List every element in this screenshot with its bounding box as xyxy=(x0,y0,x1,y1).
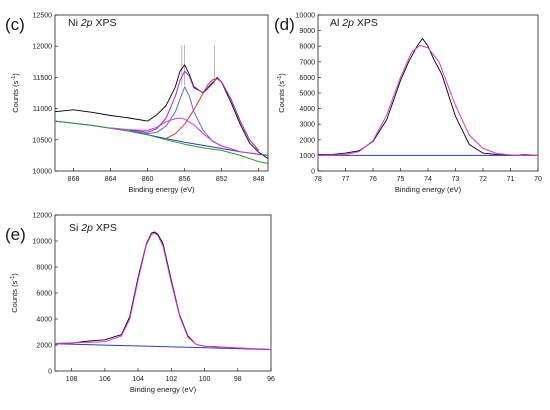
y-tick-label: 0 xyxy=(48,369,52,376)
x-tick-label: 75 xyxy=(397,176,405,183)
series-line-fit-envelope-2 xyxy=(55,232,271,350)
series-line-fit-component-4 xyxy=(110,117,259,155)
x-tick-label: 106 xyxy=(99,376,111,383)
y-tick-label: 8000 xyxy=(299,44,315,51)
y-tick-label: 2000 xyxy=(36,343,52,350)
x-tick-label: 108 xyxy=(66,376,78,383)
y-tick-label: 4000 xyxy=(299,106,315,113)
x-axis-label: Binding energy (eV) xyxy=(395,185,462,194)
x-tick-label: 102 xyxy=(165,376,177,383)
series-group xyxy=(318,37,538,156)
panel-label: (d) xyxy=(274,15,295,34)
series-line-fit-envelope-6 xyxy=(129,70,260,151)
y-tick-label: 10000 xyxy=(33,239,53,246)
y-tick-label: 8000 xyxy=(36,265,52,272)
x-tick-label: 71 xyxy=(507,176,515,183)
x-axis-label: Binding energy (eV) xyxy=(128,185,195,194)
y-tick-label: 7000 xyxy=(299,59,315,66)
x-tick-label: 73 xyxy=(452,176,460,183)
x-tick-label: 96 xyxy=(267,376,275,383)
panel-label: (e) xyxy=(5,225,26,244)
x-tick-label: 70 xyxy=(534,176,542,183)
series-line-measured-0 xyxy=(55,64,268,159)
x-tick-label: 74 xyxy=(424,176,432,183)
panel-title: Ni 2p XPS xyxy=(68,17,116,29)
y-tick-label: 12000 xyxy=(33,213,53,220)
panel-label: (c) xyxy=(5,15,25,34)
y-tick-label: 10500 xyxy=(33,137,53,144)
y-tick-label: 1000 xyxy=(299,153,315,160)
y-tick-label: 9000 xyxy=(299,28,315,35)
y-tick-label: 10000 xyxy=(296,13,316,20)
series-line-fit-component-5 xyxy=(165,78,260,151)
y-tick-label: 2000 xyxy=(299,137,315,144)
y-axis-label: Counts (s-1) xyxy=(11,73,20,113)
x-tick-label: 72 xyxy=(479,176,487,183)
y-tick-label: 12500 xyxy=(33,13,53,20)
series-line-measured-0 xyxy=(55,231,271,351)
y-tick-label: 6000 xyxy=(299,75,315,82)
chart-panel-e: 108 106 104 102 100 98 96 0 2000 4000 6000 8000 1000… xyxy=(5,213,275,395)
chart-panel-c: 868 864 860 856 852 848 10000 10500 11000 11500 12… xyxy=(5,13,269,194)
x-tick-label: 868 xyxy=(68,176,80,183)
x-tick-label: 864 xyxy=(105,176,117,183)
x-tick-label: 76 xyxy=(369,176,377,183)
y-tick-label: 4000 xyxy=(36,317,52,324)
x-tick-label: 77 xyxy=(342,176,350,183)
y-tick-label: 0 xyxy=(311,169,315,176)
x-axis-label: Binding energy (eV) xyxy=(130,385,197,394)
x-tick-label: 78 xyxy=(314,176,322,183)
series-group xyxy=(55,64,268,164)
x-tick-label: 104 xyxy=(132,376,144,383)
series-group xyxy=(55,231,271,351)
y-tick-label: 6000 xyxy=(36,291,52,298)
y-tick-label: 10000 xyxy=(33,169,53,176)
series-line-background-1 xyxy=(55,343,271,351)
x-tick-label: 848 xyxy=(253,176,265,183)
y-tick-label: 3000 xyxy=(299,122,315,129)
panel-title: Si 2p XPS xyxy=(69,222,117,234)
plot-frame xyxy=(317,14,539,172)
chart-panel-d: 78 77 76 75 74 73 72 71 70 0 1000 2000 3000 4000 5000 6… xyxy=(274,13,542,195)
series-line-fit-envelope-2 xyxy=(318,44,538,156)
y-tick-label: 11500 xyxy=(33,75,52,82)
x-tick-label: 860 xyxy=(142,176,154,183)
x-tick-label: 852 xyxy=(216,176,228,183)
series-line-background-2 xyxy=(55,120,268,164)
y-axis-label: Counts (s-1) xyxy=(277,73,286,113)
x-tick-label: 856 xyxy=(179,176,191,183)
x-tick-label: 98 xyxy=(234,376,242,383)
plot-frame xyxy=(54,14,269,172)
y-tick-label: 5000 xyxy=(299,91,315,98)
y-axis-label: Counts (s-1) xyxy=(10,273,19,313)
y-tick-label: 12000 xyxy=(33,44,53,51)
panel-title: Al 2p XPS xyxy=(330,17,378,29)
series-line-measured-0 xyxy=(318,37,538,156)
y-tick-label: 11000 xyxy=(33,106,52,113)
x-tick-label: 100 xyxy=(199,376,211,383)
